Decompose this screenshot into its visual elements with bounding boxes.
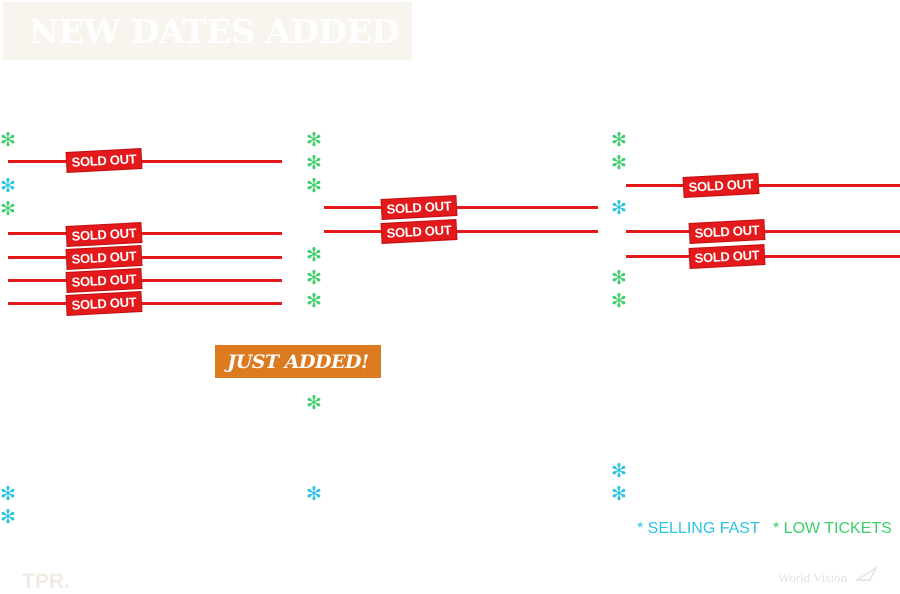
low-tickets-asterisk-icon: ✻ bbox=[306, 267, 322, 289]
sold-out-badge: SOLD OUT bbox=[66, 269, 142, 292]
low-tickets-asterisk-icon: ✻ bbox=[306, 290, 322, 312]
low-tickets-asterisk-icon: ✻ bbox=[306, 244, 322, 266]
just-added-badge: JUST ADDED! bbox=[215, 345, 381, 378]
sold-out-strike-line bbox=[324, 230, 598, 233]
legend-selling-fast: * SELLING FAST bbox=[637, 520, 760, 537]
selling-fast-asterisk-icon: ✻ bbox=[611, 483, 627, 505]
low-tickets-asterisk-icon: ✻ bbox=[611, 152, 627, 174]
sold-out-strike-line bbox=[8, 279, 282, 282]
low-tickets-asterisk-icon: ✻ bbox=[611, 290, 627, 312]
legend-low-tickets: * LOW TICKETS bbox=[773, 520, 892, 537]
low-tickets-asterisk-icon: ✻ bbox=[0, 198, 16, 220]
sold-out-strike-line bbox=[8, 256, 282, 259]
sold-out-strike-line bbox=[626, 184, 900, 187]
sold-out-badge: SOLD OUT bbox=[381, 196, 457, 219]
world-vision-mark-icon bbox=[856, 566, 878, 581]
selling-fast-asterisk-icon: ✻ bbox=[306, 483, 322, 505]
sold-out-badge: SOLD OUT bbox=[66, 246, 142, 269]
selling-fast-asterisk-icon: ✻ bbox=[611, 197, 627, 219]
low-tickets-asterisk-icon: ✻ bbox=[306, 392, 322, 414]
sold-out-strike-line bbox=[8, 302, 282, 305]
selling-fast-asterisk-icon: ✻ bbox=[0, 506, 16, 528]
sold-out-badge: SOLD OUT bbox=[683, 174, 759, 197]
selling-fast-asterisk-icon: ✻ bbox=[0, 483, 16, 505]
world-vision-logo: World Vision bbox=[778, 570, 848, 585]
low-tickets-asterisk-icon: ✻ bbox=[611, 267, 627, 289]
sold-out-badge: SOLD OUT bbox=[381, 220, 457, 243]
sold-out-strike-line bbox=[8, 232, 282, 235]
sold-out-badge: SOLD OUT bbox=[689, 220, 765, 243]
low-tickets-asterisk-icon: ✻ bbox=[611, 129, 627, 151]
low-tickets-asterisk-icon: ✻ bbox=[306, 175, 322, 197]
selling-fast-asterisk-icon: ✻ bbox=[0, 175, 16, 197]
low-tickets-asterisk-icon: ✻ bbox=[306, 152, 322, 174]
low-tickets-asterisk-icon: ✻ bbox=[306, 129, 322, 151]
page-title: NEW DATES ADDED bbox=[29, 11, 400, 51]
tpr-logo: TPR. bbox=[22, 570, 70, 593]
sold-out-badge: SOLD OUT bbox=[66, 292, 142, 315]
sold-out-badge: SOLD OUT bbox=[689, 245, 765, 268]
sold-out-badge: SOLD OUT bbox=[66, 149, 142, 172]
sold-out-badge: SOLD OUT bbox=[66, 223, 142, 246]
sold-out-strike-line bbox=[8, 160, 282, 163]
low-tickets-asterisk-icon: ✻ bbox=[0, 129, 16, 151]
selling-fast-asterisk-icon: ✻ bbox=[611, 460, 627, 482]
header-banner: NEW DATES ADDED bbox=[3, 2, 412, 60]
sold-out-strike-line bbox=[324, 206, 598, 209]
